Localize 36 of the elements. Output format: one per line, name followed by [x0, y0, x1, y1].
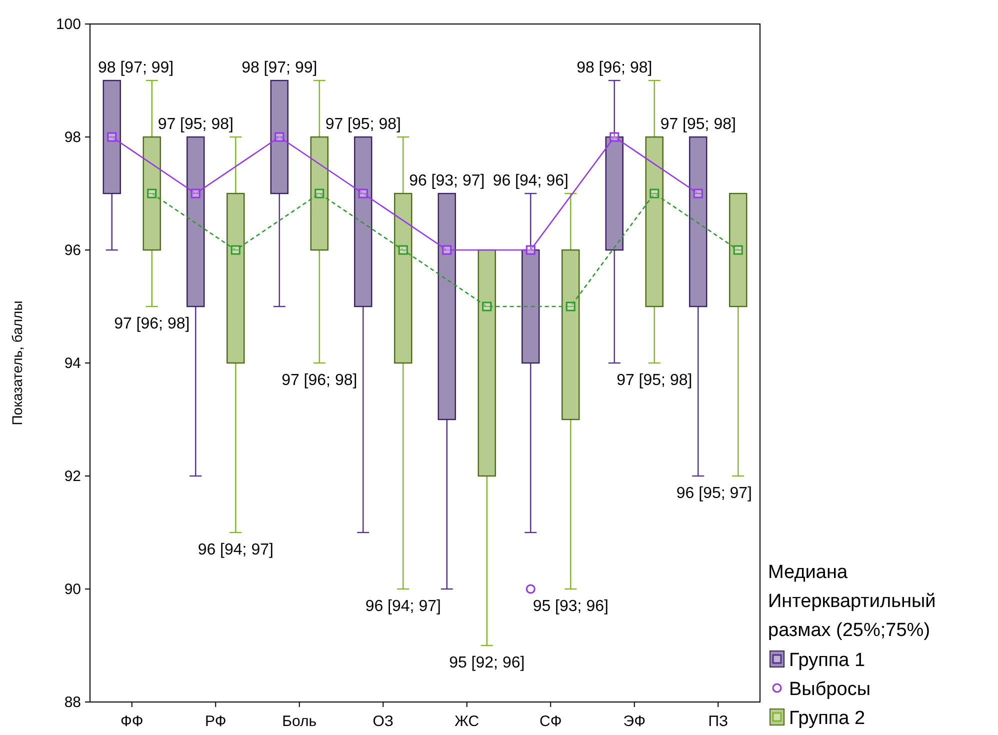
text: 96 [95; 97]: [676, 485, 752, 502]
x-tick-label: ОЗ: [372, 713, 394, 730]
y-tick-label: 96: [64, 242, 81, 259]
x-tick-label: ЭФ: [623, 713, 646, 730]
text: 96 [94; 97]: [198, 542, 274, 558]
text: 95 [93; 96]: [532, 598, 608, 615]
y-tick-label: 92: [64, 468, 81, 485]
text: 97 [96; 98]: [282, 372, 358, 389]
legend-label: Группа 1: [789, 650, 866, 671]
text: 97 [95; 98]: [660, 116, 736, 133]
x-tick-label: ЖС: [454, 713, 480, 730]
text: 97 [96; 98]: [114, 316, 190, 332]
legend-label: Группа 2: [789, 708, 866, 729]
y-tick-label: 98: [64, 129, 81, 146]
text: 96 [93; 97]: [409, 172, 485, 190]
text: 98 [97; 99]: [98, 60, 174, 76]
y-tick-label: 100: [56, 16, 81, 33]
text: 98 [96; 98]: [576, 60, 652, 76]
y-tick-label: 94: [64, 355, 81, 372]
text: 95 [92; 96]: [449, 654, 525, 672]
x-tick-label: РФ: [205, 713, 226, 730]
x-tick-label: СФ: [540, 713, 562, 730]
x-tick-label: ПЗ: [708, 713, 728, 730]
legend-title: Медиана Интерквартильный размах (25%;75%): [768, 562, 936, 641]
y-tick-label: 88: [64, 694, 81, 711]
x-tick-label: Боль: [282, 713, 317, 730]
text: 96 [94; 96]: [492, 172, 568, 190]
text: 97 [95; 98]: [616, 372, 692, 389]
legend-label: Выбросы: [789, 679, 871, 700]
x-tick-label: ФФ: [120, 713, 144, 730]
text: 97 [95; 98]: [325, 116, 401, 133]
text: 98 [97; 99]: [242, 60, 318, 76]
text: 96 [94; 97]: [365, 598, 441, 615]
y-tick-label: 90: [64, 581, 81, 598]
text: 97 [95; 98]: [158, 116, 234, 133]
y-axis-title: Показатель, баллы: [9, 300, 25, 426]
